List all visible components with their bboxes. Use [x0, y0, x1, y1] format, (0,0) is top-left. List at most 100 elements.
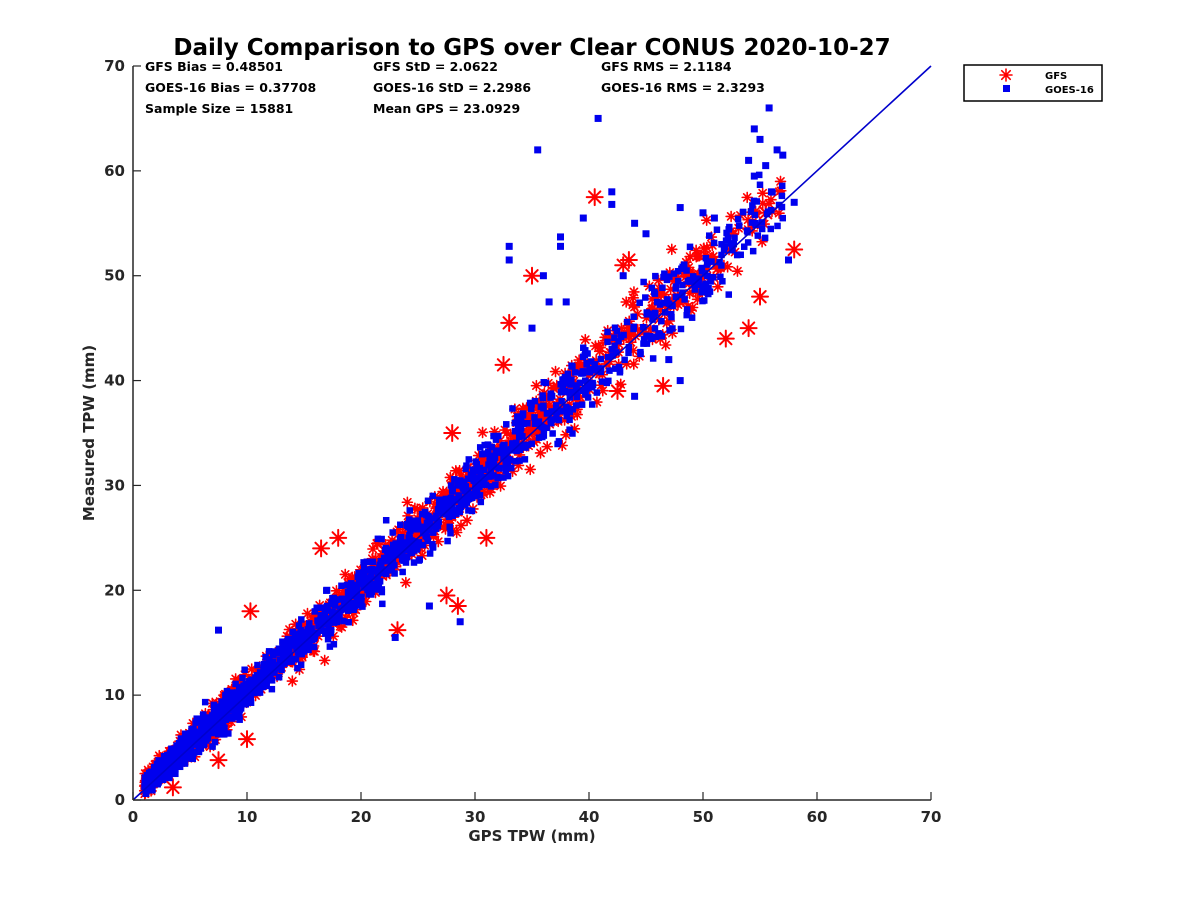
goes16-point: [306, 643, 314, 650]
goes16-point: [241, 666, 248, 673]
gfs-point: [411, 503, 424, 515]
y-axis-ticks: 0 10 20 30 40 50 60 70: [104, 57, 141, 809]
gfs-point: [701, 241, 713, 254]
gfs-point: [547, 382, 560, 395]
goes16-point: [319, 627, 327, 634]
goes16-point: [749, 202, 756, 209]
goes16-point: [297, 640, 304, 647]
goes16-point: [145, 786, 152, 794]
goes16-point: [350, 603, 357, 610]
goes16-point: [429, 492, 437, 500]
gfs-point: [690, 250, 703, 263]
goes16-point: [220, 731, 228, 738]
goes16-point: [680, 261, 688, 268]
goes16-point: [521, 456, 529, 463]
goes16-point: [163, 763, 171, 770]
goes16-point: [215, 626, 222, 634]
goes16-point: [516, 446, 524, 454]
gfs-point: [785, 240, 804, 259]
gfs-point: [627, 344, 639, 357]
goes16-point: [464, 475, 472, 483]
goes16-point: [558, 388, 566, 395]
goes16-point: [276, 656, 284, 663]
goes16-point: [643, 332, 650, 340]
goes16-point: [549, 430, 556, 437]
goes16-point: [496, 465, 503, 472]
goes16-point: [327, 629, 334, 637]
gfs-point: [712, 280, 724, 293]
goes16-point: [640, 323, 647, 331]
goes16-point: [317, 617, 325, 624]
gfs-point: [666, 293, 678, 306]
gfs-point: [679, 271, 692, 283]
gfs-point: [647, 302, 659, 314]
goes16-point: [735, 222, 743, 229]
goes16-point: [447, 494, 455, 502]
goes16-point: [254, 661, 261, 669]
legend: GFS GOES-16: [963, 64, 1103, 102]
goes16-point: [581, 377, 589, 384]
goes16-point: [223, 687, 231, 695]
y-tick-label: 50: [104, 267, 125, 285]
x-tick-label: 0: [128, 808, 138, 826]
goes16-point: [408, 517, 416, 525]
goes16-point: [204, 730, 212, 738]
goes16-point: [563, 380, 570, 387]
gfs-point: [359, 595, 372, 608]
stat-gfs-bias: GFS Bias = 0.48501: [145, 59, 283, 74]
goes16-point: [603, 379, 611, 387]
goes16-point: [413, 546, 420, 553]
goes16-point: [435, 502, 443, 509]
gfs-point: [592, 339, 605, 352]
goes16-point: [430, 515, 437, 522]
goes16-point: [355, 602, 363, 609]
gfs-point: [614, 378, 627, 391]
goes16-point: [321, 610, 329, 617]
goes16-point: [468, 473, 476, 481]
gfs-point: [595, 379, 608, 391]
goes16-point: [298, 616, 305, 623]
goes16-point: [725, 291, 733, 298]
goes16-point: [324, 635, 332, 643]
goes16-point: [329, 600, 336, 608]
goes16-point: [503, 421, 510, 428]
gfs-point: [286, 675, 299, 687]
goes16-point: [649, 355, 657, 362]
goes16-point: [593, 389, 601, 396]
goes16-point: [410, 559, 418, 566]
gfs-point: [453, 464, 466, 477]
goes16-point: [586, 366, 593, 373]
goes16-point: [672, 285, 680, 292]
goes16-point: [511, 419, 519, 427]
gfs-point: [773, 185, 786, 198]
gfs-point: [297, 618, 309, 631]
goes16-point: [240, 682, 247, 689]
goes16-point: [348, 591, 355, 598]
goes16-point: [761, 234, 769, 242]
goes16-point: [470, 491, 478, 498]
goes16-point: [563, 412, 570, 420]
goes16-point: [365, 591, 373, 598]
gfs-point: [558, 414, 571, 426]
goes16-point: [597, 368, 605, 376]
goes16-point: [402, 559, 410, 566]
goes16-point: [611, 365, 619, 372]
y-tick-label: 10: [104, 686, 125, 704]
gfs-point: [245, 663, 258, 675]
gfs-point: [241, 602, 260, 621]
goes16-point: [367, 582, 375, 590]
goes16-point: [376, 561, 384, 569]
goes16-point: [325, 625, 332, 632]
goes16-point: [494, 447, 502, 454]
goes16-point: [645, 310, 652, 317]
goes16-point: [606, 367, 613, 374]
goes16-point: [500, 474, 507, 481]
chart-title: Daily Comparison to GPS over Clear CONUS…: [173, 35, 890, 61]
goes16-point: [166, 755, 173, 762]
gfs-point: [346, 614, 359, 627]
stat-gfs-std: GFS StD = 2.0622: [373, 59, 498, 74]
goes16-point: [292, 655, 300, 663]
goes16-point: [381, 546, 389, 553]
goes16-point: [740, 243, 748, 250]
goes16-point: [726, 223, 733, 231]
